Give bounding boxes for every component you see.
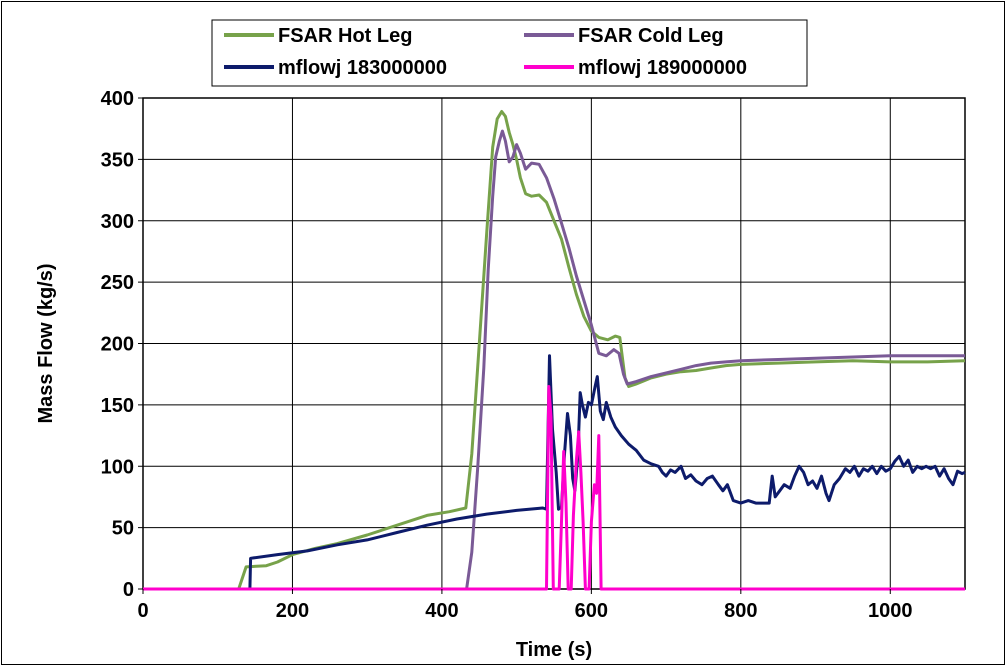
x-tick-label-800: 800 — [724, 600, 757, 622]
x-axis-title: Time (s) — [516, 639, 592, 661]
y-tick-label-0: 0 — [123, 579, 134, 601]
x-tick-label-1000: 1000 — [868, 600, 913, 622]
x-tick-label-0: 0 — [137, 600, 148, 622]
y-tick-label-150: 150 — [101, 395, 134, 417]
y-tick-label-250: 250 — [101, 272, 134, 294]
series-layer — [143, 112, 965, 590]
legend-label-mflowj-189000000: mflowj 189000000 — [578, 57, 747, 79]
legend-label-mflowj-183000000: mflowj 183000000 — [278, 57, 447, 79]
legend: FSAR Hot Leg FSAR Cold Leg mflowj 183000… — [212, 20, 807, 86]
legend-label-fsar-hot-leg: FSAR Hot Leg — [278, 25, 412, 47]
legend-label-fsar-cold-leg: FSAR Cold Leg — [578, 25, 724, 47]
y-tick-label-200: 200 — [101, 334, 134, 356]
y-tick-label-400: 400 — [101, 88, 134, 110]
y-tick-label-350: 350 — [101, 149, 134, 171]
y-tick-label-100: 100 — [101, 456, 134, 478]
x-axis-ticks: 0 200 400 600 800 1000 — [137, 589, 912, 622]
x-tick-label-600: 600 — [575, 600, 608, 622]
grid-lines — [143, 98, 965, 589]
x-tick-label-400: 400 — [425, 600, 458, 622]
x-tick-label-200: 200 — [276, 600, 309, 622]
y-axis-title: Mass Flow (kg/s) — [35, 263, 57, 423]
series-line-fsar-hot-leg — [239, 112, 965, 590]
y-axis-ticks: 0 50 100 150 200 250 300 350 400 — [101, 88, 143, 601]
y-tick-label-300: 300 — [101, 211, 134, 233]
series-line-mflowj-189000000 — [143, 387, 965, 590]
y-tick-label-50: 50 — [112, 518, 134, 540]
